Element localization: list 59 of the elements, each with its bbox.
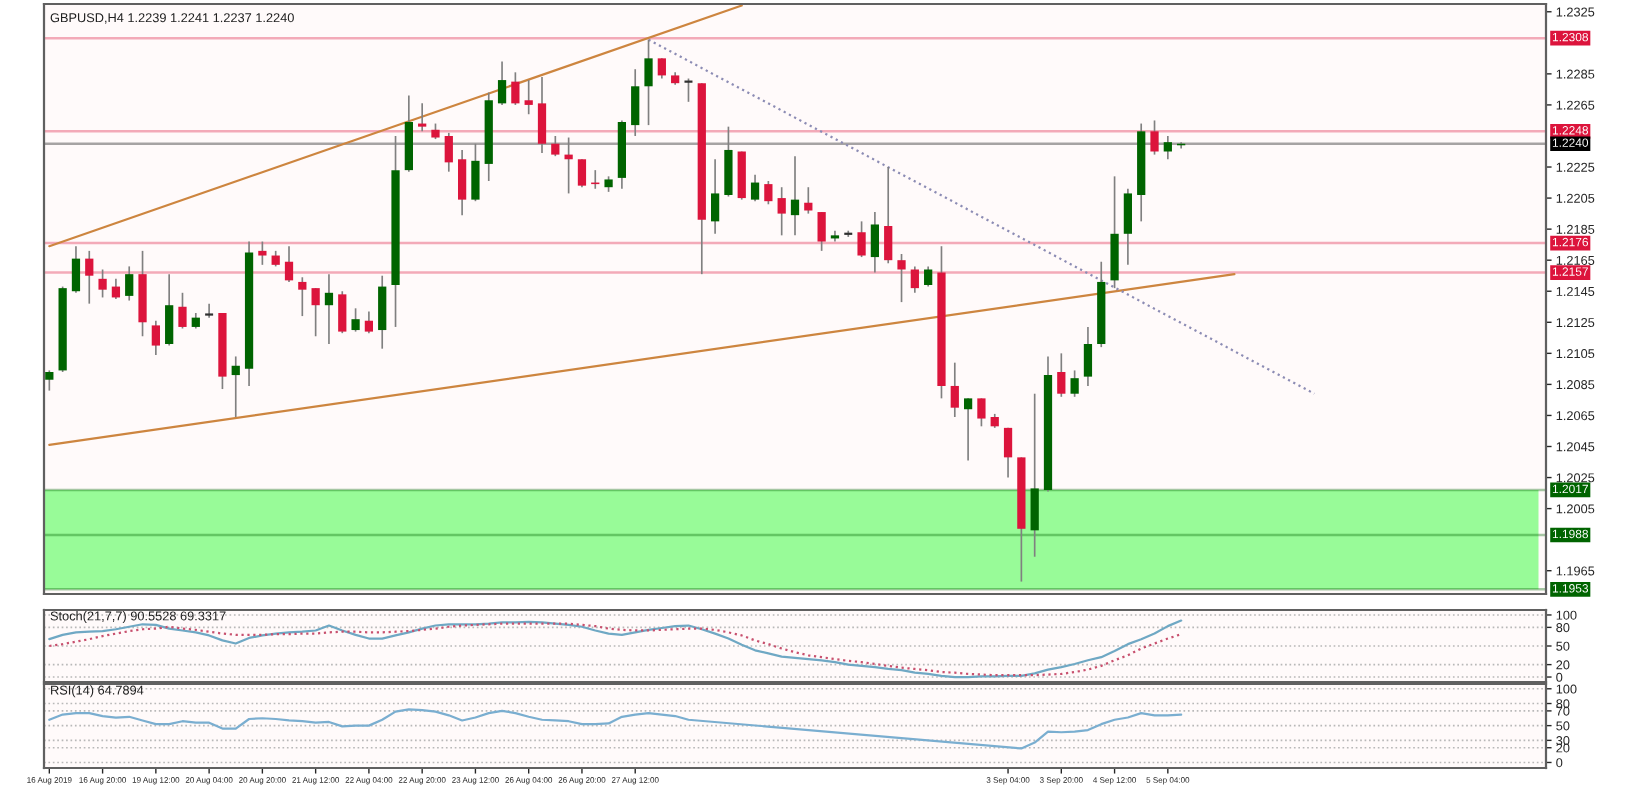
- candlestick: [231, 355, 240, 418]
- candlestick: [98, 268, 107, 299]
- candlestick: [817, 211, 826, 252]
- candlestick: [1083, 326, 1093, 387]
- candlestick: [125, 265, 134, 302]
- candlestick: [418, 102, 427, 133]
- candlestick: [284, 245, 294, 283]
- candlestick: [1123, 187, 1133, 266]
- candlestick: [457, 149, 467, 216]
- candlestick: [471, 142, 480, 203]
- candlestick: [258, 240, 267, 266]
- candlestick: [497, 60, 507, 106]
- candlestick: [1057, 352, 1066, 398]
- candlestick: [1150, 119, 1159, 156]
- candlestick: [351, 307, 360, 333]
- candlestick: [657, 57, 666, 80]
- candlestick: [444, 132, 453, 173]
- candlestick: [298, 276, 307, 317]
- candlestick: [1003, 427, 1013, 479]
- candlestick: [631, 68, 640, 137]
- candlestick: [1163, 135, 1172, 161]
- candlestick: [537, 76, 547, 154]
- candlestick: [1110, 175, 1119, 289]
- candlestick: [1030, 392, 1039, 558]
- candlestick: [884, 166, 893, 265]
- candlestick: [1070, 369, 1079, 398]
- candlestick: [963, 397, 973, 462]
- candlestick: [724, 125, 733, 198]
- candlestick: [870, 211, 880, 274]
- candlestick: [577, 158, 587, 189]
- candlestick: [790, 155, 800, 237]
- candlestick: [737, 150, 746, 201]
- line-series: [48, 708, 1183, 750]
- candlestick: [977, 397, 986, 428]
- candlestick: [764, 180, 773, 206]
- candlestick: [45, 369, 54, 392]
- candlestick: [511, 71, 520, 106]
- candlestick: [750, 173, 760, 203]
- candlestick: [324, 273, 334, 345]
- candlestick: [85, 250, 94, 305]
- candlestick: [950, 361, 959, 418]
- candlestick: [364, 310, 374, 334]
- candlestick: [204, 302, 215, 319]
- candlestick: [857, 220, 866, 258]
- candlestick: [378, 274, 387, 350]
- candlestick: [710, 158, 720, 235]
- candlestick: [165, 273, 174, 347]
- candlestick: [924, 265, 933, 288]
- candlestick: [777, 186, 786, 237]
- candlestick: [910, 265, 919, 294]
- candlestick: [524, 79, 533, 116]
- candlestick: [151, 319, 160, 356]
- candlestick: [178, 291, 187, 330]
- candlestick: [71, 245, 81, 294]
- candlestick: [897, 253, 906, 303]
- candlestick: [338, 290, 347, 334]
- candlestick: [644, 38, 653, 126]
- candlestick: [551, 135, 560, 157]
- candlestick: [311, 287, 320, 338]
